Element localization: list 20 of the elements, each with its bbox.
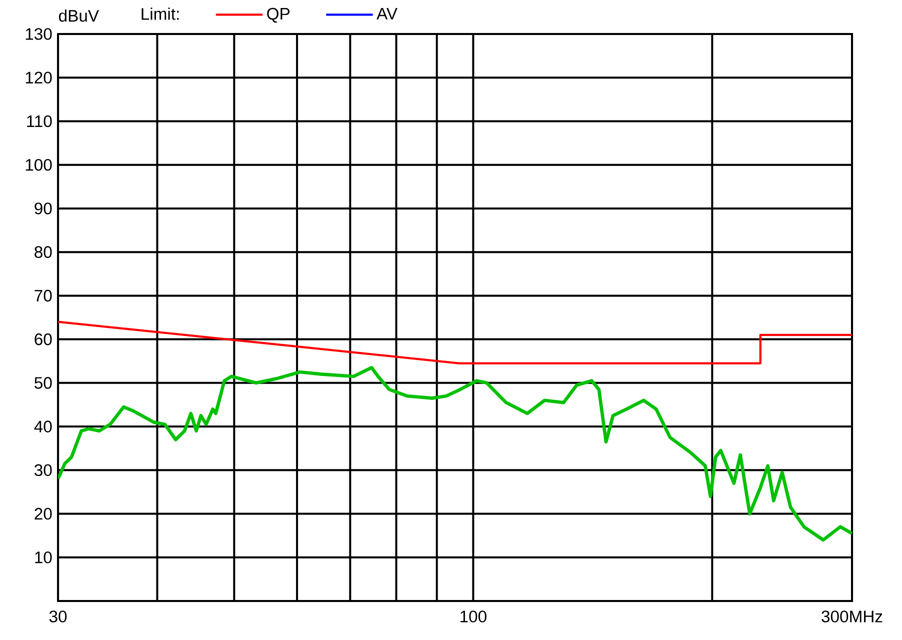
- y-tick-label: 20: [34, 508, 52, 520]
- y-tick-label: 30: [34, 464, 52, 476]
- x-tick-label: 100: [460, 610, 486, 622]
- y-tick-label: 70: [34, 290, 52, 302]
- y-tick-label: 10: [35, 551, 52, 564]
- x-tick-label: 300MHz: [822, 610, 882, 622]
- y-tick-label: 50: [34, 377, 52, 389]
- x-tick-label: 30: [49, 610, 67, 622]
- y-tick-label: 110: [27, 115, 52, 128]
- legend-label: QP: [267, 8, 290, 23]
- y-tick-label: 120: [26, 72, 52, 84]
- y-tick-label: 90: [34, 202, 52, 214]
- y-tick-label: 60: [34, 333, 52, 346]
- legend-title: Limit:: [142, 8, 179, 20]
- legend-label: AV: [376, 8, 398, 20]
- y-tick-label: 80: [34, 246, 52, 258]
- y-tick-label: 40: [34, 420, 52, 432]
- y-tick-label: 100: [26, 158, 52, 171]
- y-tick-label: 130: [26, 28, 52, 40]
- y-axis-title: dBuV: [58, 9, 99, 22]
